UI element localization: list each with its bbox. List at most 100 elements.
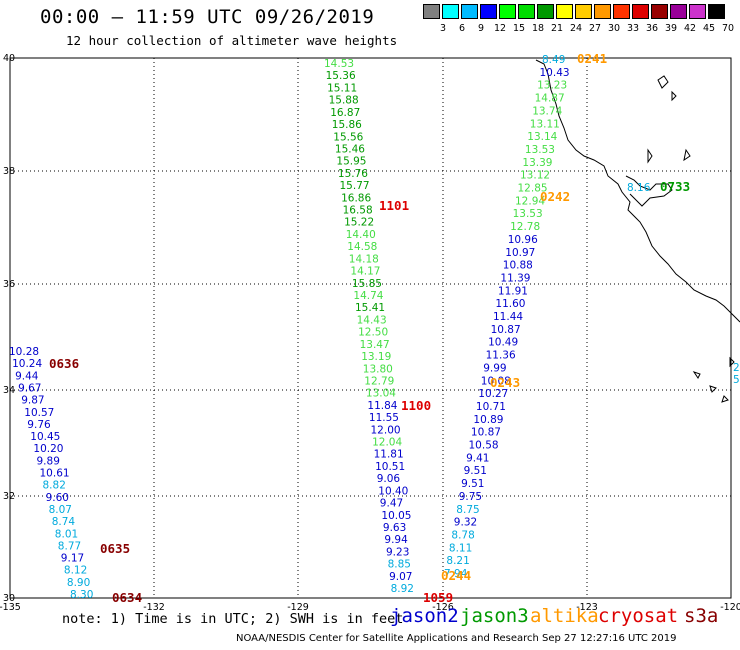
wave-height-value: 8.90: [67, 577, 90, 589]
wave-height-value: 8.21: [446, 555, 469, 567]
scale-swatch: [461, 4, 478, 19]
map-frame: [9, 57, 732, 599]
credit-line: NOAA/NESDIS Center for Satellite Applica…: [236, 633, 677, 644]
altimeter-tracks: 14.5315.3615.1115.8816.8715.8615.5615.46…: [9, 54, 740, 601]
wave-height-value: 7.94: [444, 568, 468, 580]
wave-height-value: 16.58: [343, 205, 373, 217]
footnote: note: 1) Time is in UTC; 2) SWH is in fe…: [62, 611, 404, 627]
pass-time-label: 0733: [660, 179, 690, 194]
wave-height-value: 9.23: [386, 546, 409, 558]
scale-swatch: [518, 4, 535, 19]
wave-height-value: 9.89: [37, 455, 60, 467]
scale-swatch: [613, 4, 630, 19]
wave-height-value: 8.78: [451, 530, 474, 542]
wave-height-value: 5: [733, 374, 740, 386]
wave-height-value: 10.58: [469, 440, 499, 452]
legend-cryosat: cryosat: [598, 605, 679, 627]
wave-height-value: 15.88: [329, 95, 359, 107]
lat-tick-label: 40: [3, 53, 15, 64]
wave-height-value: 13.04: [366, 388, 396, 400]
scale-label: 3: [439, 23, 447, 34]
wave-height-value: 9.17: [61, 553, 84, 565]
wave-height-value: 13.47: [360, 339, 390, 351]
wave-height-value: 13.80: [363, 363, 393, 375]
wave-height-value: 10.20: [33, 443, 63, 455]
wave-height-value: 10.88: [503, 260, 533, 272]
scale-label: 12: [493, 23, 507, 34]
scale-label: 9: [477, 23, 485, 34]
wave-height-value: 12.04: [372, 437, 402, 449]
wave-height-value: 2.8: [733, 362, 740, 374]
scale-label: 33: [626, 23, 640, 34]
lat-tick-label: 38: [3, 166, 15, 177]
wave-height-value: 15.36: [326, 70, 356, 82]
wave-height-value: 10.51: [375, 461, 405, 473]
pass-time-label: 0242: [540, 189, 570, 204]
wave-height-value: 11.91: [498, 285, 528, 297]
wave-height-value: 9.47: [380, 498, 403, 510]
wave-height-value: 15.86: [332, 119, 362, 131]
wave-height-value: 10.87: [471, 427, 501, 439]
pass-time-label: 0244: [441, 568, 471, 583]
pass-time-label: 0241: [577, 51, 607, 66]
legend-jason3: jason3: [460, 605, 529, 627]
wave-height-value: 13.11: [530, 118, 560, 130]
wave-height-value: 9.41: [466, 452, 489, 464]
scale-swatch: [575, 4, 592, 19]
wave-height-value: 9.87: [21, 395, 44, 407]
pass-time-label: 1101: [379, 198, 409, 213]
wave-height-value: 9.44: [15, 370, 39, 382]
wave-height-value: 13.53: [525, 144, 555, 156]
pass-time-label: 1100: [401, 398, 431, 413]
wave-height-value: 10.49: [488, 337, 518, 349]
lon-tick-label: -123: [576, 602, 598, 613]
channel-islands: [692, 356, 735, 403]
map-subtitle: 12 hour collection of altimeter wave hei…: [66, 33, 398, 48]
wave-height-value: 8.11: [449, 542, 472, 554]
scale-swatch: [689, 4, 706, 19]
scale-label: 27: [588, 23, 602, 34]
wave-height-value: 10.24: [12, 358, 42, 370]
lon-tick-label: -120: [720, 602, 740, 613]
wave-height-value: 15.85: [352, 278, 382, 290]
wave-height-value: 8.77: [58, 540, 81, 552]
pass-time-label: 0635: [100, 541, 130, 556]
wave-height-value: 8.49: [542, 54, 565, 66]
wave-height-value: 14.43: [357, 314, 387, 326]
wave-height-value: 15.41: [355, 302, 385, 314]
wave-height-value: 12.94: [515, 195, 545, 207]
scale-swatch: [670, 4, 687, 19]
scale-swatch: [423, 4, 440, 19]
scale-swatch: [480, 4, 497, 19]
wave-height-value: 9.99: [483, 362, 506, 374]
wave-height-value: 13.14: [527, 131, 557, 143]
wave-height-value: 12.00: [371, 424, 401, 436]
scale-swatch: [594, 4, 611, 19]
wave-height-value: 11.39: [500, 272, 530, 284]
wave-height-value: 9.51: [461, 478, 484, 490]
pass-time-label: 0636: [49, 356, 79, 371]
wave-height-value: 15.76: [338, 168, 368, 180]
california-coastline: [535, 59, 740, 323]
sf-bay-outline: [625, 175, 673, 207]
wave-height-value: 11.55: [369, 412, 399, 424]
wave-height-value: 8.75: [456, 504, 479, 516]
scale-label: 42: [683, 23, 697, 34]
scale-label: 21: [550, 23, 564, 34]
wave-height-value: 14.17: [350, 266, 380, 278]
scale-swatch: [556, 4, 573, 19]
scale-swatch: [708, 4, 725, 19]
wave-height-value: 10.43: [540, 67, 570, 79]
wave-height-value: 11.84: [367, 400, 397, 412]
wave-height-value: 11.44: [493, 311, 523, 323]
scale-label: 15: [512, 23, 526, 34]
wave-height-value: 10.05: [381, 510, 411, 522]
scale-swatch: [499, 4, 516, 19]
wave-height-value: 10.28: [9, 346, 39, 358]
wave-height-value: 9.94: [384, 534, 408, 546]
wave-height-value: 9.67: [18, 382, 41, 394]
wave-height-value: 8.82: [43, 480, 66, 492]
scale-swatch: [537, 4, 554, 19]
wave-height-value: 14.40: [346, 229, 376, 241]
